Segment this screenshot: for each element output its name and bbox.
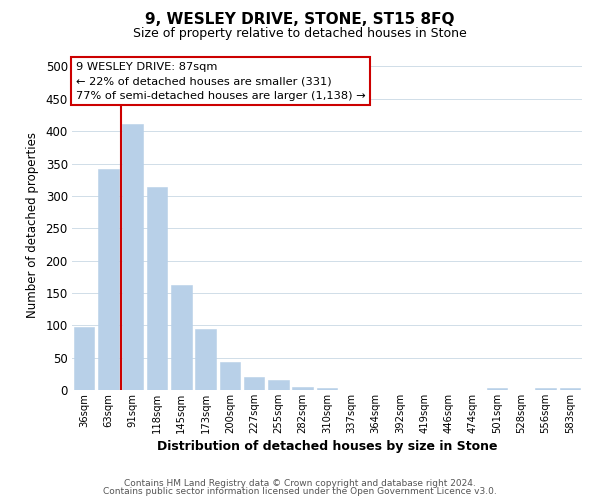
Text: 9, WESLEY DRIVE, STONE, ST15 8FQ: 9, WESLEY DRIVE, STONE, ST15 8FQ <box>145 12 455 28</box>
Bar <box>317 388 337 390</box>
Bar <box>535 388 556 390</box>
Text: Contains public sector information licensed under the Open Government Licence v3: Contains public sector information licen… <box>103 488 497 496</box>
Bar <box>171 285 191 390</box>
Bar <box>122 124 143 390</box>
Bar <box>220 362 240 390</box>
Bar <box>98 170 119 390</box>
Bar <box>146 188 167 390</box>
Bar <box>74 327 94 390</box>
Text: Contains HM Land Registry data © Crown copyright and database right 2024.: Contains HM Land Registry data © Crown c… <box>124 478 476 488</box>
Bar <box>560 388 580 390</box>
Bar <box>244 377 265 390</box>
Bar <box>268 380 289 390</box>
Text: 9 WESLEY DRIVE: 87sqm
← 22% of detached houses are smaller (331)
77% of semi-det: 9 WESLEY DRIVE: 87sqm ← 22% of detached … <box>76 62 365 100</box>
Text: Size of property relative to detached houses in Stone: Size of property relative to detached ho… <box>133 28 467 40</box>
X-axis label: Distribution of detached houses by size in Stone: Distribution of detached houses by size … <box>157 440 497 453</box>
Bar <box>292 387 313 390</box>
Bar <box>487 388 508 390</box>
Bar <box>195 328 216 390</box>
Y-axis label: Number of detached properties: Number of detached properties <box>26 132 38 318</box>
